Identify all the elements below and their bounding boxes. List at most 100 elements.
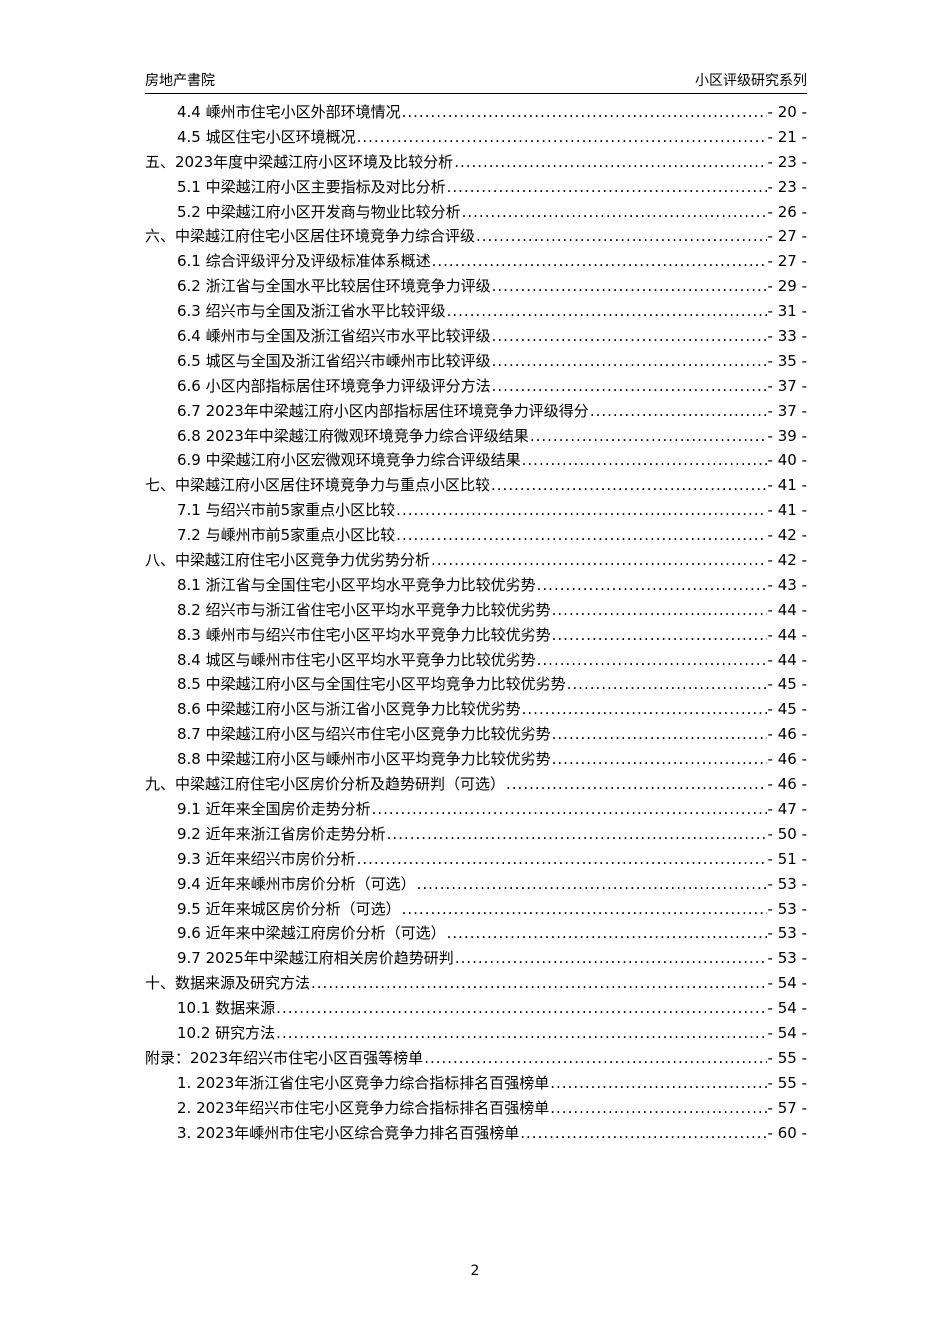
toc-entry-page: - 44 -: [767, 600, 807, 619]
toc-entry[interactable]: 8.4 城区与嵊州市住宅小区平均水平竞争力比较优劣势 - 44 -: [145, 648, 807, 673]
toc-entry[interactable]: 10.1 数据来源 - 54 -: [145, 996, 807, 1021]
toc-entry[interactable]: 7.2 与嵊州市前5家重点小区比较 - 42 -: [145, 523, 807, 548]
toc-entry-page: - 39 -: [767, 426, 807, 445]
toc-entry-page: - 27 -: [767, 252, 807, 271]
toc-entry-page: - 53 -: [767, 899, 807, 918]
dot-leader: [522, 697, 767, 722]
toc-entry[interactable]: 九、中梁越江府住宅小区房价分析及趋势研判（可选） - 46 -: [145, 772, 807, 797]
toc-entry[interactable]: 6.2 浙江省与全国水平比较居住环境竞争力评级 - 29 -: [145, 274, 807, 299]
dot-leader: [357, 847, 767, 872]
toc-entry-page: - 31 -: [767, 302, 807, 321]
toc-entry-title: 8.2 绍兴市与浙江省住宅小区平均水平竞争力比较优劣势: [177, 600, 551, 619]
dot-leader: [552, 623, 767, 648]
toc-entry-title: 8.7 中梁越江府小区与绍兴市住宅小区竞争力比较优劣势: [177, 725, 551, 744]
dot-leader: [357, 125, 767, 150]
toc-entry-page: - 43 -: [767, 575, 807, 594]
toc-entry[interactable]: 6.5 城区与全国及浙江省绍兴市嵊州市比较评级 - 35 -: [145, 349, 807, 374]
toc-entry-title: 9.3 近年来绍兴市房价分析: [177, 849, 356, 868]
toc-entry-page: - 55 -: [767, 1048, 807, 1067]
dot-leader: [567, 672, 767, 697]
toc-entry[interactable]: 6.8 2023年中梁越江府微观环境竞争力综合评级结果 - 39 -: [145, 424, 807, 449]
toc-entry-page: - 46 -: [767, 775, 807, 794]
toc-entry-title: 6.5 城区与全国及浙江省绍兴市嵊州市比较评级: [177, 351, 491, 370]
dot-leader: [454, 150, 766, 175]
toc-entry[interactable]: 10.2 研究方法 - 54 -: [145, 1021, 807, 1046]
toc-entry-page: - 54 -: [767, 999, 807, 1018]
toc-entry-title: 7.2 与嵊州市前5家重点小区比较: [177, 526, 396, 545]
toc-entry-title: 七、中梁越江府小区居住环境竞争力与重点小区比较: [145, 476, 491, 495]
toc-entry[interactable]: 8.3 嵊州市与绍兴市住宅小区平均水平竞争力比较优劣势 - 44 -: [145, 623, 807, 648]
toc-entry-title: 6.1 综合评级评分及评级标准体系概述: [177, 252, 431, 271]
toc-entry[interactable]: 3. 2023年嵊州市住宅小区综合竞争力排名百强榜单 - 60 -: [145, 1121, 807, 1146]
toc-entry-page: - 53 -: [767, 874, 807, 893]
toc-entry[interactable]: 9.5 近年来城区房价分析（可选） - 53 -: [145, 897, 807, 922]
toc-entry[interactable]: 9.3 近年来绍兴市房价分析 - 51 -: [145, 847, 807, 872]
toc-entry-page: - 37 -: [767, 376, 807, 395]
toc-entry-page: - 42 -: [767, 526, 807, 545]
toc-entry[interactable]: 8.2 绍兴市与浙江省住宅小区平均水平竞争力比较优劣势 - 44 -: [145, 598, 807, 623]
dot-leader: [424, 1046, 766, 1071]
toc-entry[interactable]: 8.5 中梁越江府小区与全国住宅小区平均竞争力比较优劣势 - 45 -: [145, 672, 807, 697]
dot-leader: [550, 1096, 766, 1121]
toc-entry[interactable]: 六、中梁越江府住宅小区居住环境竞争力综合评级 - 27 -: [145, 224, 807, 249]
toc-entry-page: - 21 -: [767, 127, 807, 146]
toc-entry[interactable]: 附录：2023年绍兴市住宅小区百强等榜单 - 55 -: [145, 1046, 807, 1071]
toc-entry[interactable]: 9.6 近年来中梁越江府房价分析（可选） - 53 -: [145, 921, 807, 946]
toc-entry[interactable]: 9.7 2025年中梁越江府相关房价趋势研判 - 53 -: [145, 946, 807, 971]
toc-entry[interactable]: 5.2 中梁越江府小区开发商与物业比较分析 - 26 -: [145, 200, 807, 225]
toc-entry-title: 9.5 近年来城区房价分析（可选）: [177, 899, 401, 918]
toc-entry-title: 9.6 近年来中梁越江府房价分析（可选）: [177, 924, 446, 943]
dot-leader: [476, 224, 767, 249]
toc-entry[interactable]: 6.9 中梁越江府小区宏微观环境竞争力综合评级结果 - 40 -: [145, 448, 807, 473]
toc-entry[interactable]: 8.8 中梁越江府小区与嵊州市小区平均竞争力比较优劣势 - 46 -: [145, 747, 807, 772]
toc-entry-page: - 54 -: [767, 1023, 807, 1042]
table-of-contents: 4.4 嵊州市住宅小区外部环境情况 - 20 - 4.5 城区住宅小区环境概况 - 2…: [145, 100, 807, 1145]
toc-entry-page: - 23 -: [767, 177, 807, 196]
toc-entry[interactable]: 7.1 与绍兴市前5家重点小区比较 - 41 -: [145, 498, 807, 523]
toc-entry[interactable]: 七、中梁越江府小区居住环境竞争力与重点小区比较 - 41 -: [145, 473, 807, 498]
dot-leader: [522, 448, 767, 473]
toc-entry-title: 7.1 与绍兴市前5家重点小区比较: [177, 501, 396, 520]
toc-entry[interactable]: 6.4 嵊州市与全国及浙江省绍兴市水平比较评级 - 33 -: [145, 324, 807, 349]
toc-entry[interactable]: 4.5 城区住宅小区环境概况 - 21 -: [145, 125, 807, 150]
toc-entry[interactable]: 八、中梁越江府住宅小区竞争力优劣势分析 - 42 -: [145, 548, 807, 573]
toc-entry-page: - 41 -: [767, 501, 807, 520]
dot-leader: [276, 1021, 766, 1046]
dot-leader: [530, 424, 767, 449]
toc-entry-page: - 27 -: [767, 227, 807, 246]
toc-entry[interactable]: 5.1 中梁越江府小区主要指标及对比分析 - 23 -: [145, 175, 807, 200]
toc-entry[interactable]: 4.4 嵊州市住宅小区外部环境情况 - 20 -: [145, 100, 807, 125]
toc-entry-title: 9.4 近年来嵊州市房价分析（可选）: [177, 874, 416, 893]
toc-entry-page: - 46 -: [767, 750, 807, 769]
toc-entry[interactable]: 6.1 综合评级评分及评级标准体系概述 - 27 -: [145, 249, 807, 274]
toc-entry-page: - 33 -: [767, 327, 807, 346]
toc-entry[interactable]: 6.3 绍兴市与全国及浙江省水平比较评级 - 31 -: [145, 299, 807, 324]
toc-entry-page: - 29 -: [767, 277, 807, 296]
toc-entry-title: 8.5 中梁越江府小区与全国住宅小区平均竞争力比较优劣势: [177, 675, 566, 694]
dot-leader: [462, 200, 767, 225]
toc-entry-title: 10.2 研究方法: [177, 1023, 276, 1042]
toc-entry-page: - 54 -: [767, 974, 807, 993]
toc-entry[interactable]: 9.2 近年来浙江省房价走势分析 - 50 -: [145, 822, 807, 847]
dot-leader: [492, 324, 767, 349]
toc-entry[interactable]: 6.6 小区内部指标居住环境竞争力评级评分方法 - 37 -: [145, 374, 807, 399]
dot-leader: [590, 399, 767, 424]
toc-entry[interactable]: 8.1 浙江省与全国住宅小区平均水平竞争力比较优劣势 - 43 -: [145, 573, 807, 598]
toc-entry-page: - 41 -: [767, 476, 807, 495]
dot-leader: [537, 648, 767, 673]
toc-entry[interactable]: 8.7 中梁越江府小区与绍兴市住宅小区竞争力比较优劣势 - 46 -: [145, 722, 807, 747]
dot-leader: [396, 498, 766, 523]
toc-entry[interactable]: 十、数据来源及研究方法 - 54 -: [145, 971, 807, 996]
toc-entry-title: 8.1 浙江省与全国住宅小区平均水平竞争力比较优劣势: [177, 575, 536, 594]
toc-entry[interactable]: 五、2023年度中梁越江府小区环境及比较分析 - 23 -: [145, 150, 807, 175]
toc-entry-page: - 50 -: [767, 824, 807, 843]
toc-entry[interactable]: 6.7 2023年中梁越江府小区内部指标居住环境竞争力评级得分 - 37 -: [145, 399, 807, 424]
toc-entry[interactable]: 9.1 近年来全国房价走势分析 - 47 -: [145, 797, 807, 822]
toc-entry[interactable]: 9.4 近年来嵊州市房价分析（可选） - 53 -: [145, 872, 807, 897]
toc-entry[interactable]: 1. 2023年浙江省住宅小区竞争力综合指标排名百强榜单 - 55 -: [145, 1071, 807, 1096]
toc-entry[interactable]: 8.6 中梁越江府小区与浙江省小区竞争力比较优劣势 - 45 -: [145, 697, 807, 722]
dot-leader: [491, 473, 767, 498]
toc-entry-title: 5.2 中梁越江府小区开发商与物业比较分析: [177, 202, 461, 221]
dot-leader: [492, 374, 767, 399]
toc-entry[interactable]: 2. 2023年绍兴市住宅小区竞争力综合指标排名百强榜单 - 57 -: [145, 1096, 807, 1121]
